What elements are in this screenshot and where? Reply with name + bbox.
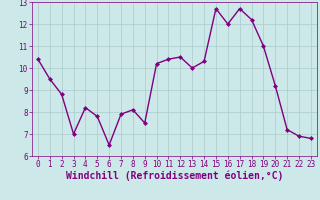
X-axis label: Windchill (Refroidissement éolien,°C): Windchill (Refroidissement éolien,°C) xyxy=(66,171,283,181)
